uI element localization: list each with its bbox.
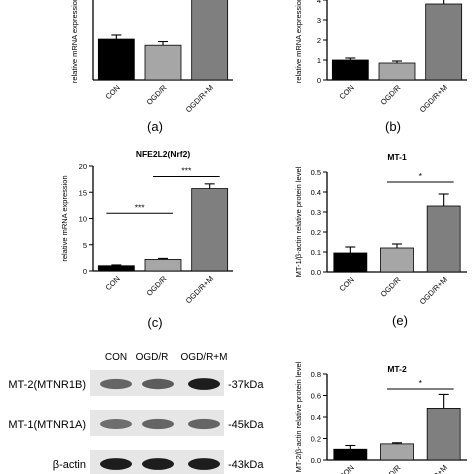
bar	[380, 443, 414, 461]
significance-label: *	[419, 171, 423, 181]
chart-panel-f: 0.0 0.2 0.4 0.6 0.8 CON OGD/R OGD/R+M * MT-2 MT-2/…	[294, 361, 467, 474]
panel-label-c: (c)	[147, 315, 162, 330]
bar	[425, 3, 463, 81]
y-tick-label: 1	[317, 56, 321, 65]
blot-lane-label: CON	[105, 352, 127, 363]
chart-panel-b: 0 1 2 3 4 CON OGD/R OGD/R+M relative mRNA expres…	[294, 0, 467, 114]
y-axis-label: MT-1/β-actin relative protein level	[294, 166, 303, 277]
y-axis-label: relative mRNA expression	[60, 175, 69, 261]
panel-label-a: (a)	[147, 119, 163, 134]
bar	[97, 38, 135, 81]
blot-protein-label: MT-1(MTNR1A)	[8, 419, 86, 431]
bar	[144, 44, 182, 81]
bar	[191, 0, 229, 81]
blot-size-label: -37kDa	[228, 379, 264, 391]
chart-panel-a: CON OGD/R OGD/R+M relative mRNA expression	[70, 0, 233, 114]
blot-band	[188, 378, 220, 390]
blot-size-label: -43kDa	[228, 459, 264, 471]
category-label: CON	[104, 274, 122, 292]
bar	[380, 247, 414, 273]
y-tick-label: 0.1	[311, 248, 321, 257]
y-tick-label: 10	[79, 215, 87, 224]
y-axis-label: relative mRNA expression	[70, 0, 79, 83]
y-axis-label: MT-2/β-actin relative protein level	[294, 361, 303, 472]
category-label: OGD/R	[379, 275, 403, 299]
blot-protein-label: β-actin	[53, 459, 86, 471]
blot-band	[100, 458, 132, 470]
bar	[333, 252, 368, 273]
y-tick-label: 4	[317, 0, 321, 5]
category-label: OGD/R	[145, 274, 169, 298]
category-label: OGD/R+M	[418, 83, 449, 114]
bar	[333, 448, 368, 461]
blot-band	[142, 418, 174, 430]
y-tick-label: 0.2	[311, 435, 321, 444]
chart-panel-e: 0.0 0.1 0.2 0.3 0.4 0.5 CON OGD/R OGD/R+M * MT-1 MT…	[294, 152, 467, 306]
significance-label: ***	[135, 202, 146, 212]
panel-label-e: (e)	[392, 313, 408, 328]
blot-size-label: -45kDa	[228, 419, 264, 431]
y-tick-label: 0	[317, 76, 321, 85]
bar	[191, 188, 229, 272]
chart-title: MT-1	[387, 152, 407, 162]
category-label: OGD/R+M	[184, 83, 215, 114]
y-tick-label: 0.4	[311, 413, 321, 422]
significance-label: *	[419, 378, 423, 388]
blot-band	[142, 378, 174, 390]
significance-label: ***	[181, 166, 192, 176]
blot-band	[100, 419, 132, 429]
y-tick-label: 20	[79, 162, 87, 171]
blot-band	[142, 458, 174, 470]
blot-lane-label: OGD/R	[136, 352, 169, 363]
blot-band	[100, 378, 132, 390]
bar	[378, 62, 416, 81]
y-tick-label: 0.5	[311, 168, 321, 177]
y-tick-label: 3	[317, 16, 321, 25]
y-tick-label: 0.4	[311, 188, 321, 197]
chart-title: MT-2	[387, 364, 407, 374]
category-label: OGD/R	[145, 83, 169, 107]
category-label: OGD/R+M	[184, 274, 215, 305]
category-label: CON	[338, 275, 356, 293]
y-tick-label: 5	[83, 241, 87, 250]
blot-band	[188, 458, 220, 470]
y-tick-label: 2	[317, 36, 321, 45]
panel-label-b: (b)	[385, 119, 401, 134]
category-label: CON	[104, 83, 122, 101]
chart-title: NFE2L2(Nrf2)	[136, 149, 190, 159]
y-tick-label: 0.2	[311, 228, 321, 237]
western-blot: CON OGD/R OGD/R+M MT-2(MTNR1B) -37kDa MT-1(MT…	[8, 352, 264, 474]
category-label: OGD/R+M	[418, 275, 449, 306]
y-tick-label: 0.0	[311, 268, 321, 277]
category-label: OGD/R	[379, 463, 403, 474]
category-label: OGD/R+M	[418, 463, 449, 474]
y-tick-label: 0.8	[311, 370, 321, 379]
category-label: OGD/R	[379, 83, 403, 107]
blot-lane-label: OGD/R+M	[181, 352, 228, 363]
category-label: CON	[338, 83, 356, 101]
bar	[426, 205, 461, 273]
y-tick-label: 0.6	[311, 392, 321, 401]
bar	[331, 59, 369, 81]
chart-panel-c: 0 5 10 15 20 CON OGD/R OGD/R+M *** *** NFE2L2(Nrf2…	[60, 149, 233, 305]
bar	[144, 259, 182, 272]
blot-band	[188, 418, 220, 430]
bar	[426, 407, 461, 461]
y-tick-label: 0.0	[311, 456, 321, 465]
bar	[97, 265, 135, 272]
y-tick-label: 0	[83, 267, 87, 276]
y-axis-label: relative mRNA expression	[294, 0, 303, 83]
y-tick-label: 0.3	[311, 208, 321, 217]
category-label: CON	[338, 463, 356, 474]
y-tick-label: 15	[79, 188, 87, 197]
blot-protein-label: MT-2(MTNR1B)	[8, 379, 86, 391]
